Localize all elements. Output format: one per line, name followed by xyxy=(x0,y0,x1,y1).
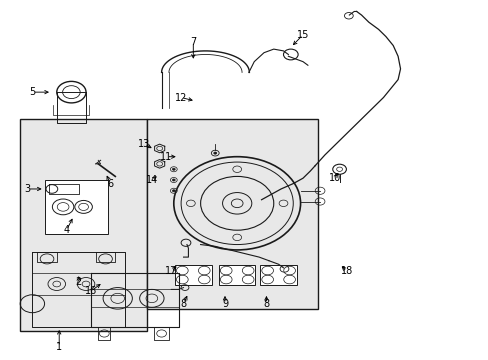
Text: 14: 14 xyxy=(145,175,158,185)
Text: 6: 6 xyxy=(107,179,113,189)
Bar xyxy=(219,265,255,285)
Text: 2: 2 xyxy=(76,277,81,287)
Bar xyxy=(260,265,296,285)
Bar xyxy=(44,180,108,234)
Circle shape xyxy=(172,179,175,181)
Text: 17: 17 xyxy=(165,266,177,276)
Text: 18: 18 xyxy=(340,266,352,276)
Text: 10: 10 xyxy=(328,173,340,183)
Text: 1: 1 xyxy=(56,342,62,352)
Text: 12: 12 xyxy=(175,93,187,103)
Text: 15: 15 xyxy=(296,30,308,40)
Text: 8: 8 xyxy=(180,299,186,309)
Text: 9: 9 xyxy=(222,299,227,309)
Circle shape xyxy=(172,168,175,170)
Text: 8: 8 xyxy=(263,299,269,309)
Text: 4: 4 xyxy=(63,225,69,235)
Text: 11: 11 xyxy=(160,152,172,162)
Text: 7: 7 xyxy=(190,37,196,47)
Bar xyxy=(20,119,147,330)
Text: 3: 3 xyxy=(24,184,31,194)
Text: 13: 13 xyxy=(138,139,150,149)
Circle shape xyxy=(172,190,175,192)
Circle shape xyxy=(213,152,216,154)
Bar xyxy=(175,265,211,285)
Text: 16: 16 xyxy=(84,286,97,296)
Bar xyxy=(147,119,317,309)
Text: 5: 5 xyxy=(29,87,36,97)
